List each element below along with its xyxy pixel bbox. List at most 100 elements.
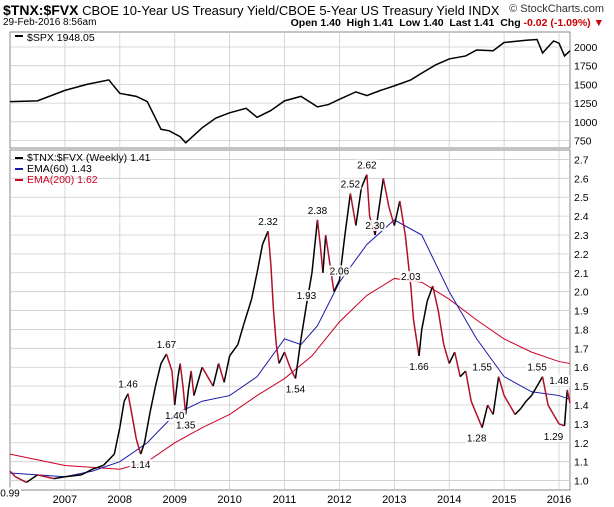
ratio-line-segment [128, 394, 132, 415]
bottom-y-tick-label: 2.2 [574, 249, 589, 261]
x-tick-label: 2008 [108, 494, 132, 506]
annotation-label: 1.48 [549, 376, 569, 387]
ratio-line-segment [252, 273, 257, 299]
ratio-line-segment [488, 405, 493, 414]
ratio-line-segment [238, 326, 243, 345]
ratio-line-segment [455, 352, 460, 377]
ratio-line-segment [356, 188, 361, 226]
annotation-label: 2.30 [365, 221, 385, 232]
annotation-label: 1.55 [472, 363, 492, 374]
ratio-line-segment [54, 477, 65, 479]
ratio-line-segment [449, 352, 454, 363]
ratio-line-segment [263, 231, 268, 244]
ratio-line-segment [191, 371, 194, 396]
x-tick-label: 2016 [547, 494, 571, 506]
annotation-label: 1.14 [131, 460, 151, 471]
ratio-line-segment [150, 386, 155, 412]
ratio-line-segment [124, 394, 128, 402]
bottom-y-tick-label: 2.1 [574, 268, 589, 280]
ratio-line-segment [114, 428, 119, 454]
top-y-tick-label: 2000 [574, 42, 598, 54]
bottom-y-tick-label: 1.0 [574, 476, 589, 488]
ratio-line-segment [219, 363, 224, 382]
spx-legend-swatch [15, 35, 23, 37]
ratio-line-segment [230, 345, 238, 356]
ratio-line-segment [427, 286, 432, 301]
bottom-y-tick-label: 1.5 [574, 381, 589, 393]
annotation-label: 1.35 [176, 420, 196, 431]
ratio-line-segment [477, 414, 482, 427]
ratio-line-segment [26, 475, 37, 483]
ratio-line-segment [532, 386, 537, 395]
ema200-legend-label: EMA(200) 1.62 [27, 174, 98, 186]
ratio-line-segment [243, 299, 251, 325]
bottom-y-tick-label: 2.4 [574, 211, 589, 223]
x-tick-label: 2007 [53, 494, 77, 506]
bottom-y-tick-label: 1.6 [574, 362, 589, 374]
top-y-tick-label: 1750 [574, 61, 598, 73]
ratio-line-segment [471, 401, 476, 414]
ratio-line-segment [383, 178, 388, 206]
ratio-line-segment [166, 354, 171, 371]
annotation-label: 1.66 [409, 362, 429, 373]
bottom-y-tick-label: 1.2 [574, 438, 589, 450]
x-tick-label: 2012 [327, 494, 351, 506]
ratio-line-segment [334, 280, 339, 291]
ratio-line-segment [279, 352, 284, 363]
ratio-line-segment [202, 367, 213, 386]
ratio-line-segment [548, 405, 553, 414]
ratio-line-segment [317, 220, 320, 245]
bottom-y-tick-label: 1.7 [574, 343, 589, 355]
ratio-line-segment [136, 439, 140, 454]
ema200-legend-swatch [15, 179, 23, 181]
ratio-line-segment [438, 311, 443, 345]
annotation-label: 1.54 [286, 385, 306, 396]
annotation-label: 2.38 [308, 206, 328, 217]
bottom-y-tick-label: 1.1 [574, 457, 589, 469]
bottom-y-tick-label: 2.0 [574, 287, 589, 299]
annotation-label: 2.32 [258, 217, 278, 228]
annotation-label: 1.55 [527, 363, 547, 374]
ratio-line-segment [400, 201, 405, 235]
ratio-line-segment [194, 367, 202, 395]
ratio-line-segment [510, 405, 515, 414]
ratio-line-segment [537, 377, 542, 386]
ratio-line-segment [414, 320, 419, 356]
x-tick-label: 2015 [492, 494, 516, 506]
ratio-line-segment [257, 244, 262, 272]
bottom-y-tick-label: 2.3 [574, 230, 589, 242]
chart-svg: 2007 2008 2009 2010 2011 2012 2013 2014 2015 2016… [0, 0, 614, 507]
ratio-line-segment [81, 469, 92, 475]
ratio-line-segment [224, 356, 229, 382]
ratio-line-segment [350, 193, 355, 225]
x-tick-label: 2009 [162, 494, 186, 506]
ratio-line-segment [493, 377, 498, 415]
ratio-line-segment [433, 286, 438, 311]
ratio-line-segment [301, 305, 306, 339]
ratio-line-segment [10, 471, 15, 477]
ratio-line-segment [312, 220, 317, 273]
ratio-line-segment [326, 235, 329, 254]
ratio-line-segment [268, 231, 271, 263]
ratio-line-segment [285, 352, 290, 367]
ratio-line-segment [271, 263, 274, 310]
bottom-y-tick-label: 1.9 [574, 306, 589, 318]
ratio-line-segment [186, 390, 189, 415]
ratio-legend-swatch [15, 157, 23, 159]
ratio-line-segment [515, 409, 520, 415]
bottom-y-tick-label: 2.6 [574, 173, 589, 185]
spx-line [10, 39, 570, 142]
spx-legend-label: $SPX 1948.05 [27, 32, 95, 44]
ratio-line-segment [15, 477, 26, 483]
ema60-legend-swatch [15, 168, 23, 170]
ratio-line-segment [543, 377, 548, 405]
ratio-line-segment [361, 175, 366, 188]
ratio-line-segment [411, 286, 414, 320]
x-tick-label: 2014 [437, 494, 461, 506]
ratio-line-segment [132, 414, 136, 439]
x-tick-label: 2013 [382, 494, 406, 506]
ratio-line-segment [345, 193, 350, 235]
annotation-label: 2.52 [341, 179, 361, 190]
ratio-line-segment [274, 311, 277, 345]
ratio-line-segment [367, 175, 370, 217]
